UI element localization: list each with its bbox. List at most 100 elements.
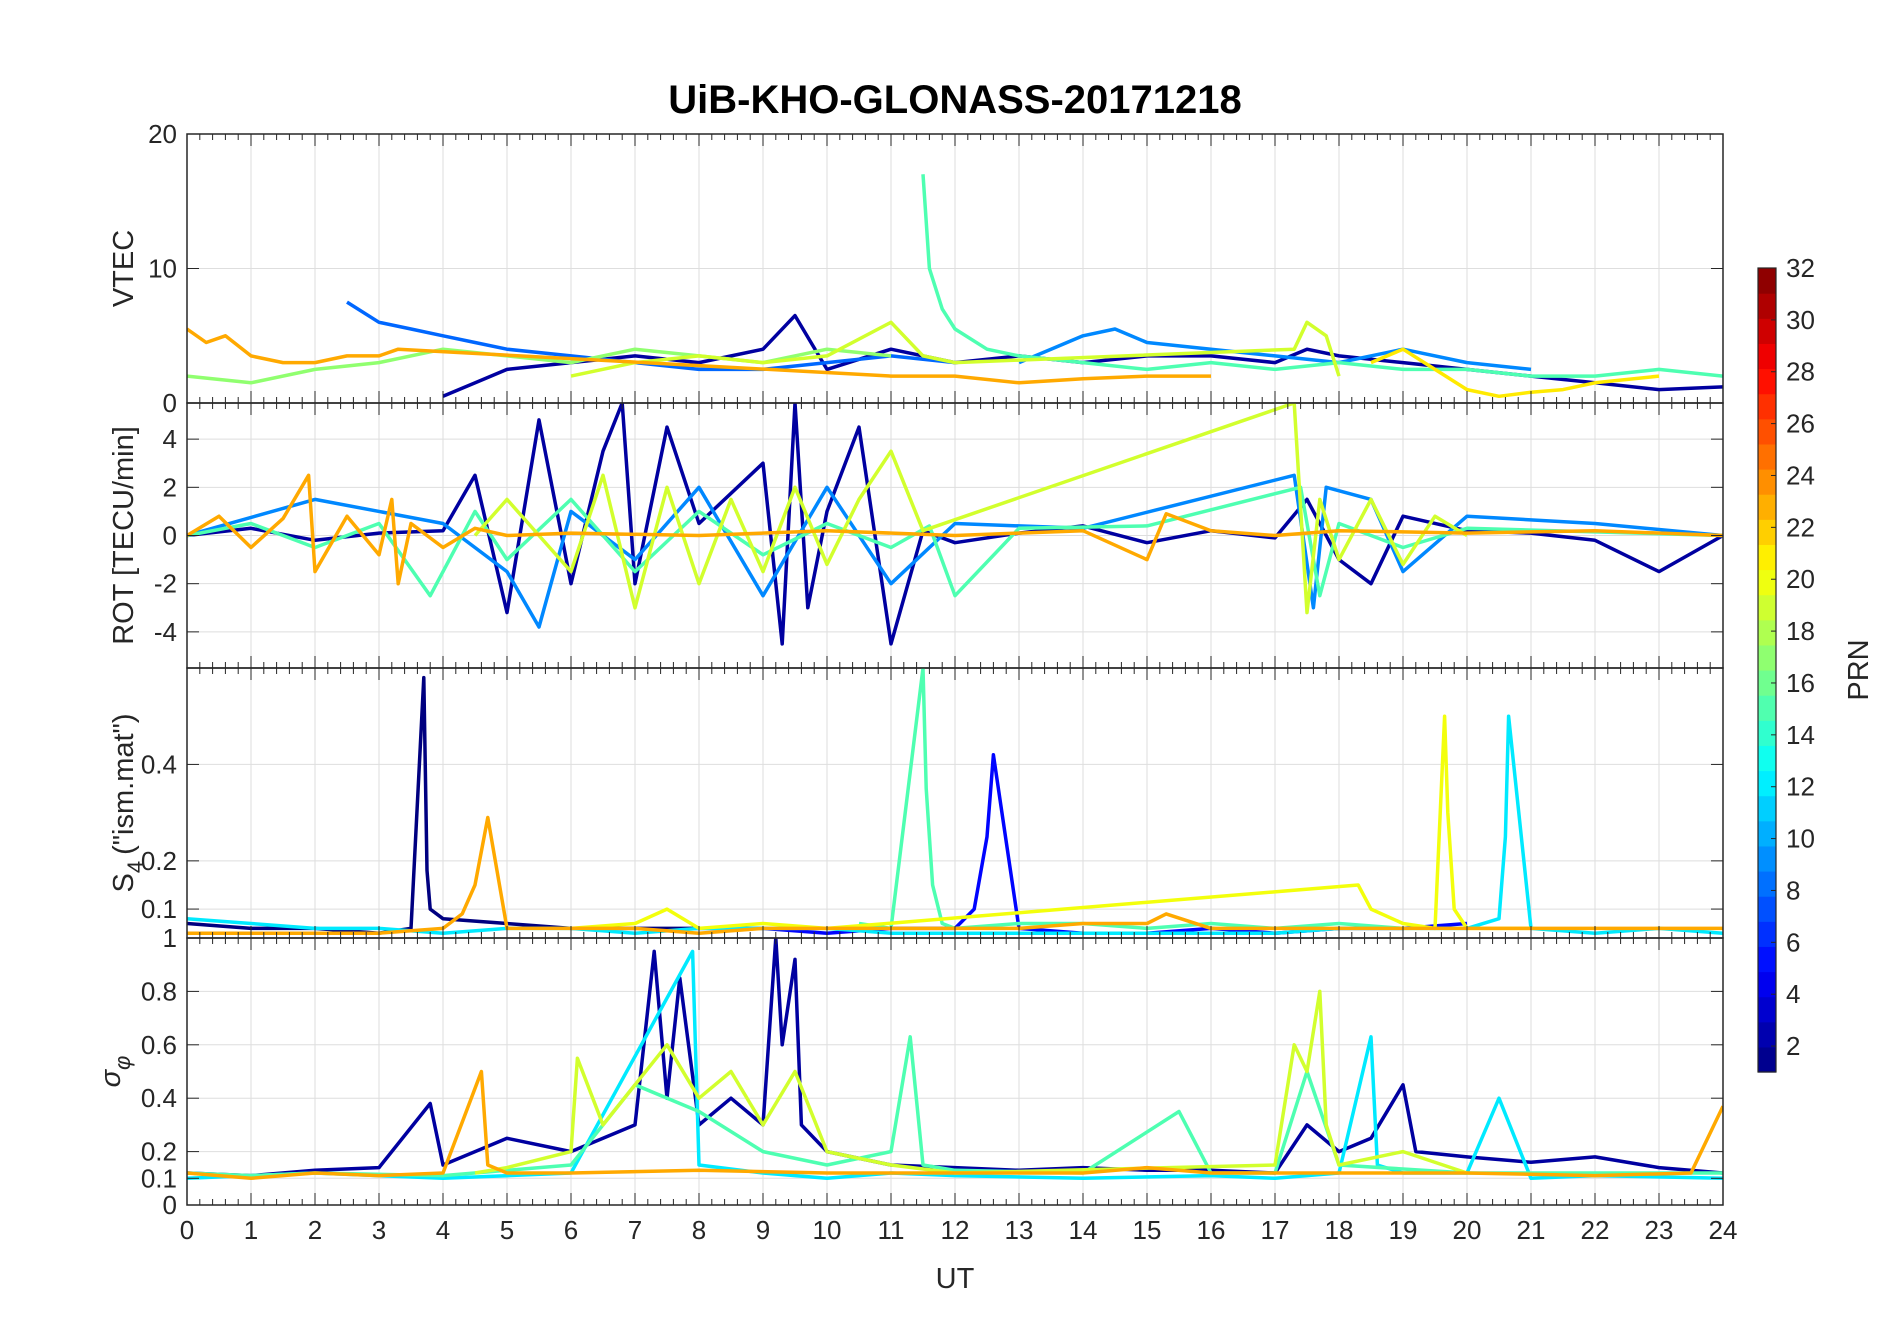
colorbar-segment <box>1758 569 1776 596</box>
y-axis-label: S4("ism.mat") <box>108 714 148 893</box>
colorbar-tick-label: 30 <box>1786 305 1815 335</box>
y-tick-label: -4 <box>154 617 177 647</box>
colorbar-segment <box>1758 996 1776 1023</box>
series-prn-23 <box>187 1069 1723 1181</box>
colorbar-tick-label: 6 <box>1786 927 1800 957</box>
y-tick-label: 20 <box>148 119 177 149</box>
colorbar-tick-label: 22 <box>1786 512 1815 542</box>
colorbar-segment <box>1758 770 1776 797</box>
series-group <box>187 938 1723 1181</box>
colorbar-segment <box>1758 644 1776 671</box>
colorbar-segment <box>1758 418 1776 445</box>
x-tick-label: 6 <box>564 1215 578 1245</box>
x-tick-label: 1 <box>244 1215 258 1245</box>
y-tick-label: 1 <box>163 923 177 953</box>
colorbar-segment <box>1758 368 1776 395</box>
y-tick-label: 0.8 <box>141 976 177 1006</box>
series-prn-12 <box>187 714 1723 935</box>
x-tick-label: 0 <box>180 1215 194 1245</box>
colorbar-tick-label: 12 <box>1786 772 1815 802</box>
y-tick-label: 0.6 <box>141 1030 177 1060</box>
colorbar-frame <box>1757 267 1777 1073</box>
colorbar-label: PRN <box>1843 639 1875 700</box>
panel-4: 00.10.2 0.4 0.6 0.8 1 σφ <box>95 923 1724 1220</box>
y-tick-label: 4 <box>163 424 177 454</box>
y-tick-label: 0.2 <box>141 1137 177 1167</box>
colorbar-segment <box>1758 619 1776 646</box>
y-tick-label: 0.1 <box>141 1163 177 1193</box>
series-prn-21 <box>1370 347 1660 399</box>
series-group <box>187 174 1723 399</box>
colorbar-tick-label: 16 <box>1786 668 1815 698</box>
colorbar-tick-label: 18 <box>1786 616 1815 646</box>
x-tick-label: 13 <box>1005 1215 1034 1245</box>
y-tick-label: 0.2 <box>141 846 177 876</box>
series-prn-2 <box>187 938 1723 1178</box>
x-tick-label: 3 <box>372 1215 386 1245</box>
y-tick-label: 0 <box>163 521 177 551</box>
series-prn-9 <box>187 473 1723 629</box>
colorbar-segment <box>1758 293 1776 319</box>
x-tick-label: 20 <box>1453 1215 1482 1245</box>
y-tick-label: 2 <box>163 472 177 502</box>
colorbar-segment <box>1758 393 1776 420</box>
x-tick-label: 21 <box>1517 1215 1546 1245</box>
colorbar-tick-label: 26 <box>1786 409 1815 439</box>
colorbar-segment <box>1758 268 1776 294</box>
y-tick-label: 0.4 <box>141 1083 177 1113</box>
colorbar-segment <box>1758 871 1776 897</box>
series-group <box>187 403 1723 646</box>
series-prn-9 <box>1018 327 1532 372</box>
colorbar-segment <box>1758 896 1776 922</box>
y-tick-label: 0 <box>163 388 177 418</box>
series-prn-8 <box>346 300 956 372</box>
x-tick-label: 2 <box>308 1215 322 1245</box>
colorbar-tick-label: 4 <box>1786 979 1800 1009</box>
colorbar-segment <box>1758 845 1776 872</box>
x-tick-label: 8 <box>692 1215 706 1245</box>
panel-3: 0.1 0.2 0.4S4("ism.mat") <box>108 667 1724 939</box>
x-tick-label: 10 <box>813 1215 842 1245</box>
series-prn-23 <box>187 473 1723 586</box>
colorbar-segment <box>1758 971 1776 998</box>
y-tick-label: 0.1 <box>141 894 177 924</box>
x-tick-label: 24 <box>1709 1215 1738 1245</box>
y-tick-label: 10 <box>148 254 177 284</box>
x-tick-label: 15 <box>1133 1215 1162 1245</box>
colorbar-segment <box>1758 318 1776 344</box>
y-axis-label: VTEC <box>108 230 140 307</box>
colorbar-segment <box>1758 820 1776 847</box>
colorbar-segment <box>1758 795 1776 822</box>
colorbar-tick-label: 24 <box>1786 460 1815 490</box>
y-axis-label: σφ <box>95 1056 135 1088</box>
colorbar-segment <box>1758 1021 1776 1048</box>
x-tick-label: 11 <box>878 1215 905 1245</box>
colorbar-segment <box>1758 544 1776 571</box>
x-tick-label: 4 <box>436 1215 450 1245</box>
series-prn-19 <box>570 320 1341 378</box>
x-tick-label: 12 <box>941 1215 970 1245</box>
series-prn-20 <box>570 714 1531 931</box>
series-prn-23 <box>187 327 1211 385</box>
panel-2: -4 -2 0 2 4 ROT [TECU/min] <box>108 402 1724 669</box>
x-tick-label: 7 <box>628 1215 642 1245</box>
colorbar-segment <box>1758 343 1776 370</box>
x-tick-label: 19 <box>1389 1215 1418 1245</box>
y-tick-label: 0 <box>163 1190 177 1220</box>
x-axis: 0 1 2 3 4 5 6 7 8 9 10 11 12 13 14 15 16 17 18 19 20 21 22 23 24 <box>180 1215 1738 1245</box>
colorbar-tick-label: 20 <box>1786 564 1815 594</box>
colorbar-segment <box>1758 494 1776 520</box>
x-tick-label: 9 <box>756 1215 770 1245</box>
x-axis-label: UT <box>936 1263 975 1295</box>
series-prn-15 <box>187 1035 1723 1178</box>
colorbar-tick-label: 32 <box>1786 253 1815 283</box>
x-tick-label: 18 <box>1325 1215 1354 1245</box>
series-prn-15 <box>187 485 1723 598</box>
colorbar-segment <box>1758 519 1776 545</box>
colorbar-segment <box>1758 946 1776 973</box>
colorbar-tick-label: 14 <box>1786 720 1815 750</box>
x-tick-label: 14 <box>1069 1215 1098 1245</box>
